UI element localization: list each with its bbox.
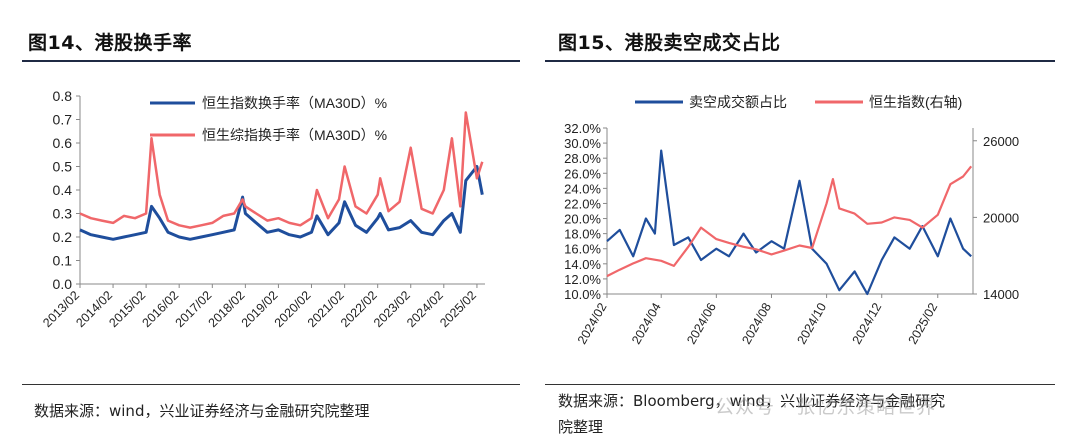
legend-label: 卖空成交额占比 — [689, 94, 787, 110]
left-source-text: 数据来源：wind，兴业证券经济与金融研究院整理 — [34, 402, 370, 420]
y-tick-label: 0.7 — [53, 112, 73, 128]
legend-label: 恒生指数换手率（MA30D）% — [202, 95, 387, 111]
y-tick-label: 0.2 — [53, 229, 73, 245]
right-title-rule — [545, 60, 1055, 62]
right-source-line2: 院整理 — [558, 418, 604, 436]
legend-label: 恒生指数(右轴) — [869, 94, 962, 110]
y2-tick-label: 20000 — [983, 210, 1019, 225]
hsi-turnover-line — [79, 165, 484, 241]
right-source-rule — [545, 384, 1055, 385]
x-tick-label: 2025/02 — [906, 300, 941, 346]
right-source-line1: 数据来源：Bloomberg，wind，兴业证券经济与金融研究 — [558, 392, 946, 410]
short-selling-ratio-line — [606, 149, 972, 296]
y-tick-label: 22.0% — [564, 196, 601, 211]
watermark-text: 公众号 · 张忆东策略世界 — [715, 396, 937, 418]
x-tick-label: 2024/06 — [684, 300, 719, 346]
y-tick-label: 24.0% — [564, 181, 601, 196]
right-source-text: 数据来源：Bloomberg，wind，兴业证券经济与金融研究 院整理 — [558, 388, 945, 440]
hsci-turnover-line — [79, 111, 484, 229]
x-tick-label: 2024/12 — [850, 300, 885, 346]
y-tick-label: 12.0% — [564, 272, 601, 287]
x-tick-label: 2024/04 — [629, 300, 664, 346]
y-tick-label: 0.3 — [53, 206, 73, 222]
y-tick-label: 18.0% — [564, 227, 601, 242]
hsi-index-line — [606, 165, 973, 278]
x-tick-label: 2024/08 — [739, 300, 774, 346]
y-tick-label: 14.0% — [564, 257, 601, 272]
y-tick-label: 28.0% — [564, 151, 601, 166]
y-tick-label: 26.0% — [564, 166, 601, 181]
y-tick-label: 0.5 — [53, 159, 73, 175]
y2-tick-label: 14000 — [983, 287, 1019, 302]
left-turnover-chart: 0.00.10.20.30.40.50.60.70.82013/022014/0… — [40, 88, 485, 330]
y-tick-label: 32.0% — [564, 121, 601, 136]
left-panel-title: 图14、港股换手率 — [28, 32, 192, 54]
y-tick-label: 30.0% — [564, 136, 601, 151]
right-panel-title: 图15、港股卖空成交占比 — [558, 32, 781, 54]
y-tick-label: 0.4 — [53, 182, 73, 198]
x-tick-label: 2025/02 — [437, 288, 479, 330]
x-tick-label: 2024/10 — [794, 300, 829, 346]
left-source-rule — [22, 384, 520, 385]
y-tick-label: 0.6 — [53, 135, 73, 151]
y2-tick-label: 26000 — [983, 134, 1019, 149]
y-tick-label: 0.8 — [53, 88, 73, 104]
y-tick-label: 0.0 — [53, 276, 73, 292]
right-short-selling-chart: 10.0%12.0%14.0%16.0%18.0%20.0%22.0%24.0%… — [564, 94, 1019, 347]
y-tick-label: 20.0% — [564, 212, 601, 227]
legend-label: 恒生综指换手率（MA30D）% — [202, 127, 387, 143]
x-tick-label: 2024/02 — [575, 300, 610, 346]
y-tick-label: 0.1 — [53, 253, 73, 269]
y-tick-label: 16.0% — [564, 242, 601, 257]
left-title-rule — [22, 60, 520, 62]
y-tick-label: 10.0% — [564, 287, 601, 302]
